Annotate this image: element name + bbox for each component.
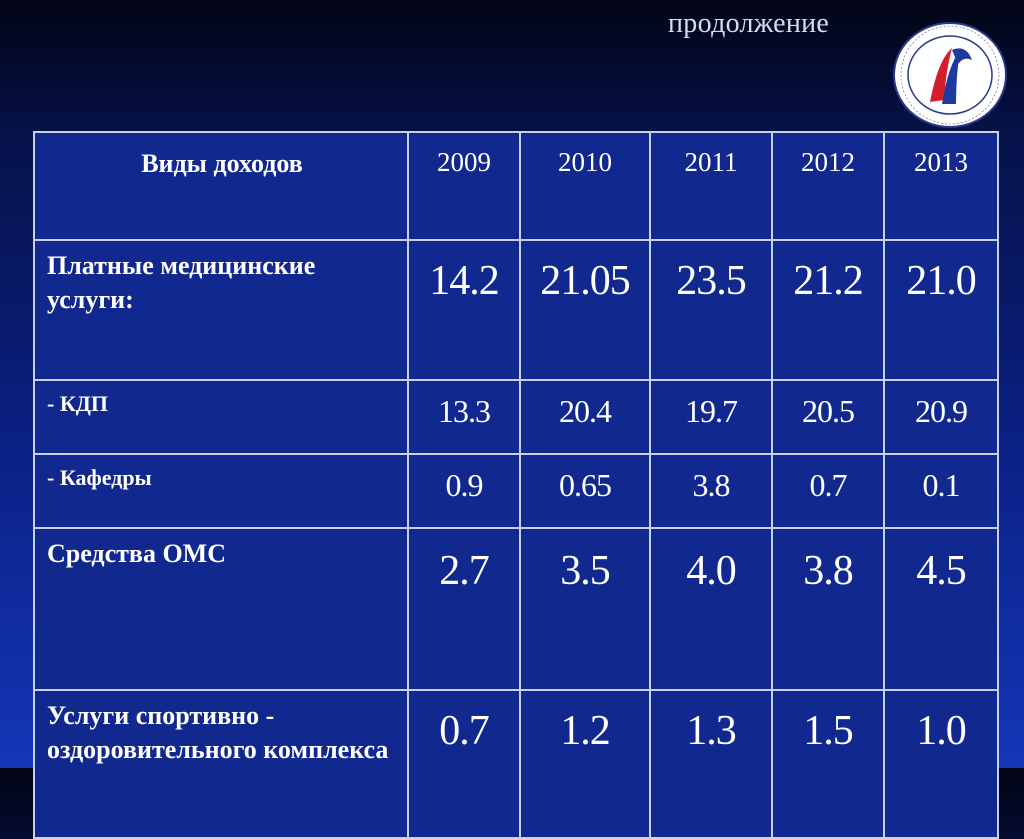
table-row: - КДП 13.3 20.4 19.7 20.5 20.9 xyxy=(33,379,999,455)
university-seal-icon xyxy=(893,22,1007,128)
table-cell: 3.8 xyxy=(649,453,773,529)
table-cell: 0.65 xyxy=(519,453,651,529)
table-header-row: Виды доходов 2009 2010 2011 2012 2013 xyxy=(33,131,999,241)
income-type-header: Виды доходов xyxy=(33,131,409,241)
year-header: 2011 xyxy=(649,131,773,241)
table-cell: 20.5 xyxy=(771,379,885,455)
table-cell: 1.3 xyxy=(649,689,773,839)
table-cell: 21.2 xyxy=(771,239,885,381)
table-cell: 2.7 xyxy=(407,527,521,691)
table-cell: 1.2 xyxy=(519,689,651,839)
table-row: Платные медицинские услуги: 14.2 21.05 2… xyxy=(33,239,999,381)
table-row: Услуги спортивно - оздоровительного комп… xyxy=(33,689,999,839)
table-cell: 20.4 xyxy=(519,379,651,455)
table-row: - Кафедры 0.9 0.65 3.8 0.7 0.1 xyxy=(33,453,999,529)
year-header: 2012 xyxy=(771,131,885,241)
table-cell: 14.2 xyxy=(407,239,521,381)
table-cell: 21.0 xyxy=(883,239,999,381)
row-label: Средства ОМС xyxy=(33,527,409,691)
table-cell: 0.9 xyxy=(407,453,521,529)
table-cell: 0.7 xyxy=(771,453,885,529)
income-table: Виды доходов 2009 2010 2011 2012 2013 Пл… xyxy=(33,131,999,839)
table-cell: 4.5 xyxy=(883,527,999,691)
slide-subtitle: продолжение xyxy=(668,8,830,39)
table-cell: 3.8 xyxy=(771,527,885,691)
year-header: 2009 xyxy=(407,131,521,241)
table-cell: 20.9 xyxy=(883,379,999,455)
table-row: Средства ОМС 2.7 3.5 4.0 3.8 4.5 xyxy=(33,527,999,691)
table-cell: 23.5 xyxy=(649,239,773,381)
table-cell: 0.1 xyxy=(883,453,999,529)
year-header: 2013 xyxy=(883,131,999,241)
table-cell: 4.0 xyxy=(649,527,773,691)
row-label: Услуги спортивно - оздоровительного комп… xyxy=(33,689,409,839)
table-cell: 1.0 xyxy=(883,689,999,839)
table-cell: 1.5 xyxy=(771,689,885,839)
table-cell: 3.5 xyxy=(519,527,651,691)
row-label: Платные медицинские услуги: xyxy=(33,239,409,381)
row-label: - Кафедры xyxy=(33,453,409,529)
table-cell: 21.05 xyxy=(519,239,651,381)
year-header: 2010 xyxy=(519,131,651,241)
table-cell: 13.3 xyxy=(407,379,521,455)
row-label: - КДП xyxy=(33,379,409,455)
table-cell: 0.7 xyxy=(407,689,521,839)
table-cell: 19.7 xyxy=(649,379,773,455)
